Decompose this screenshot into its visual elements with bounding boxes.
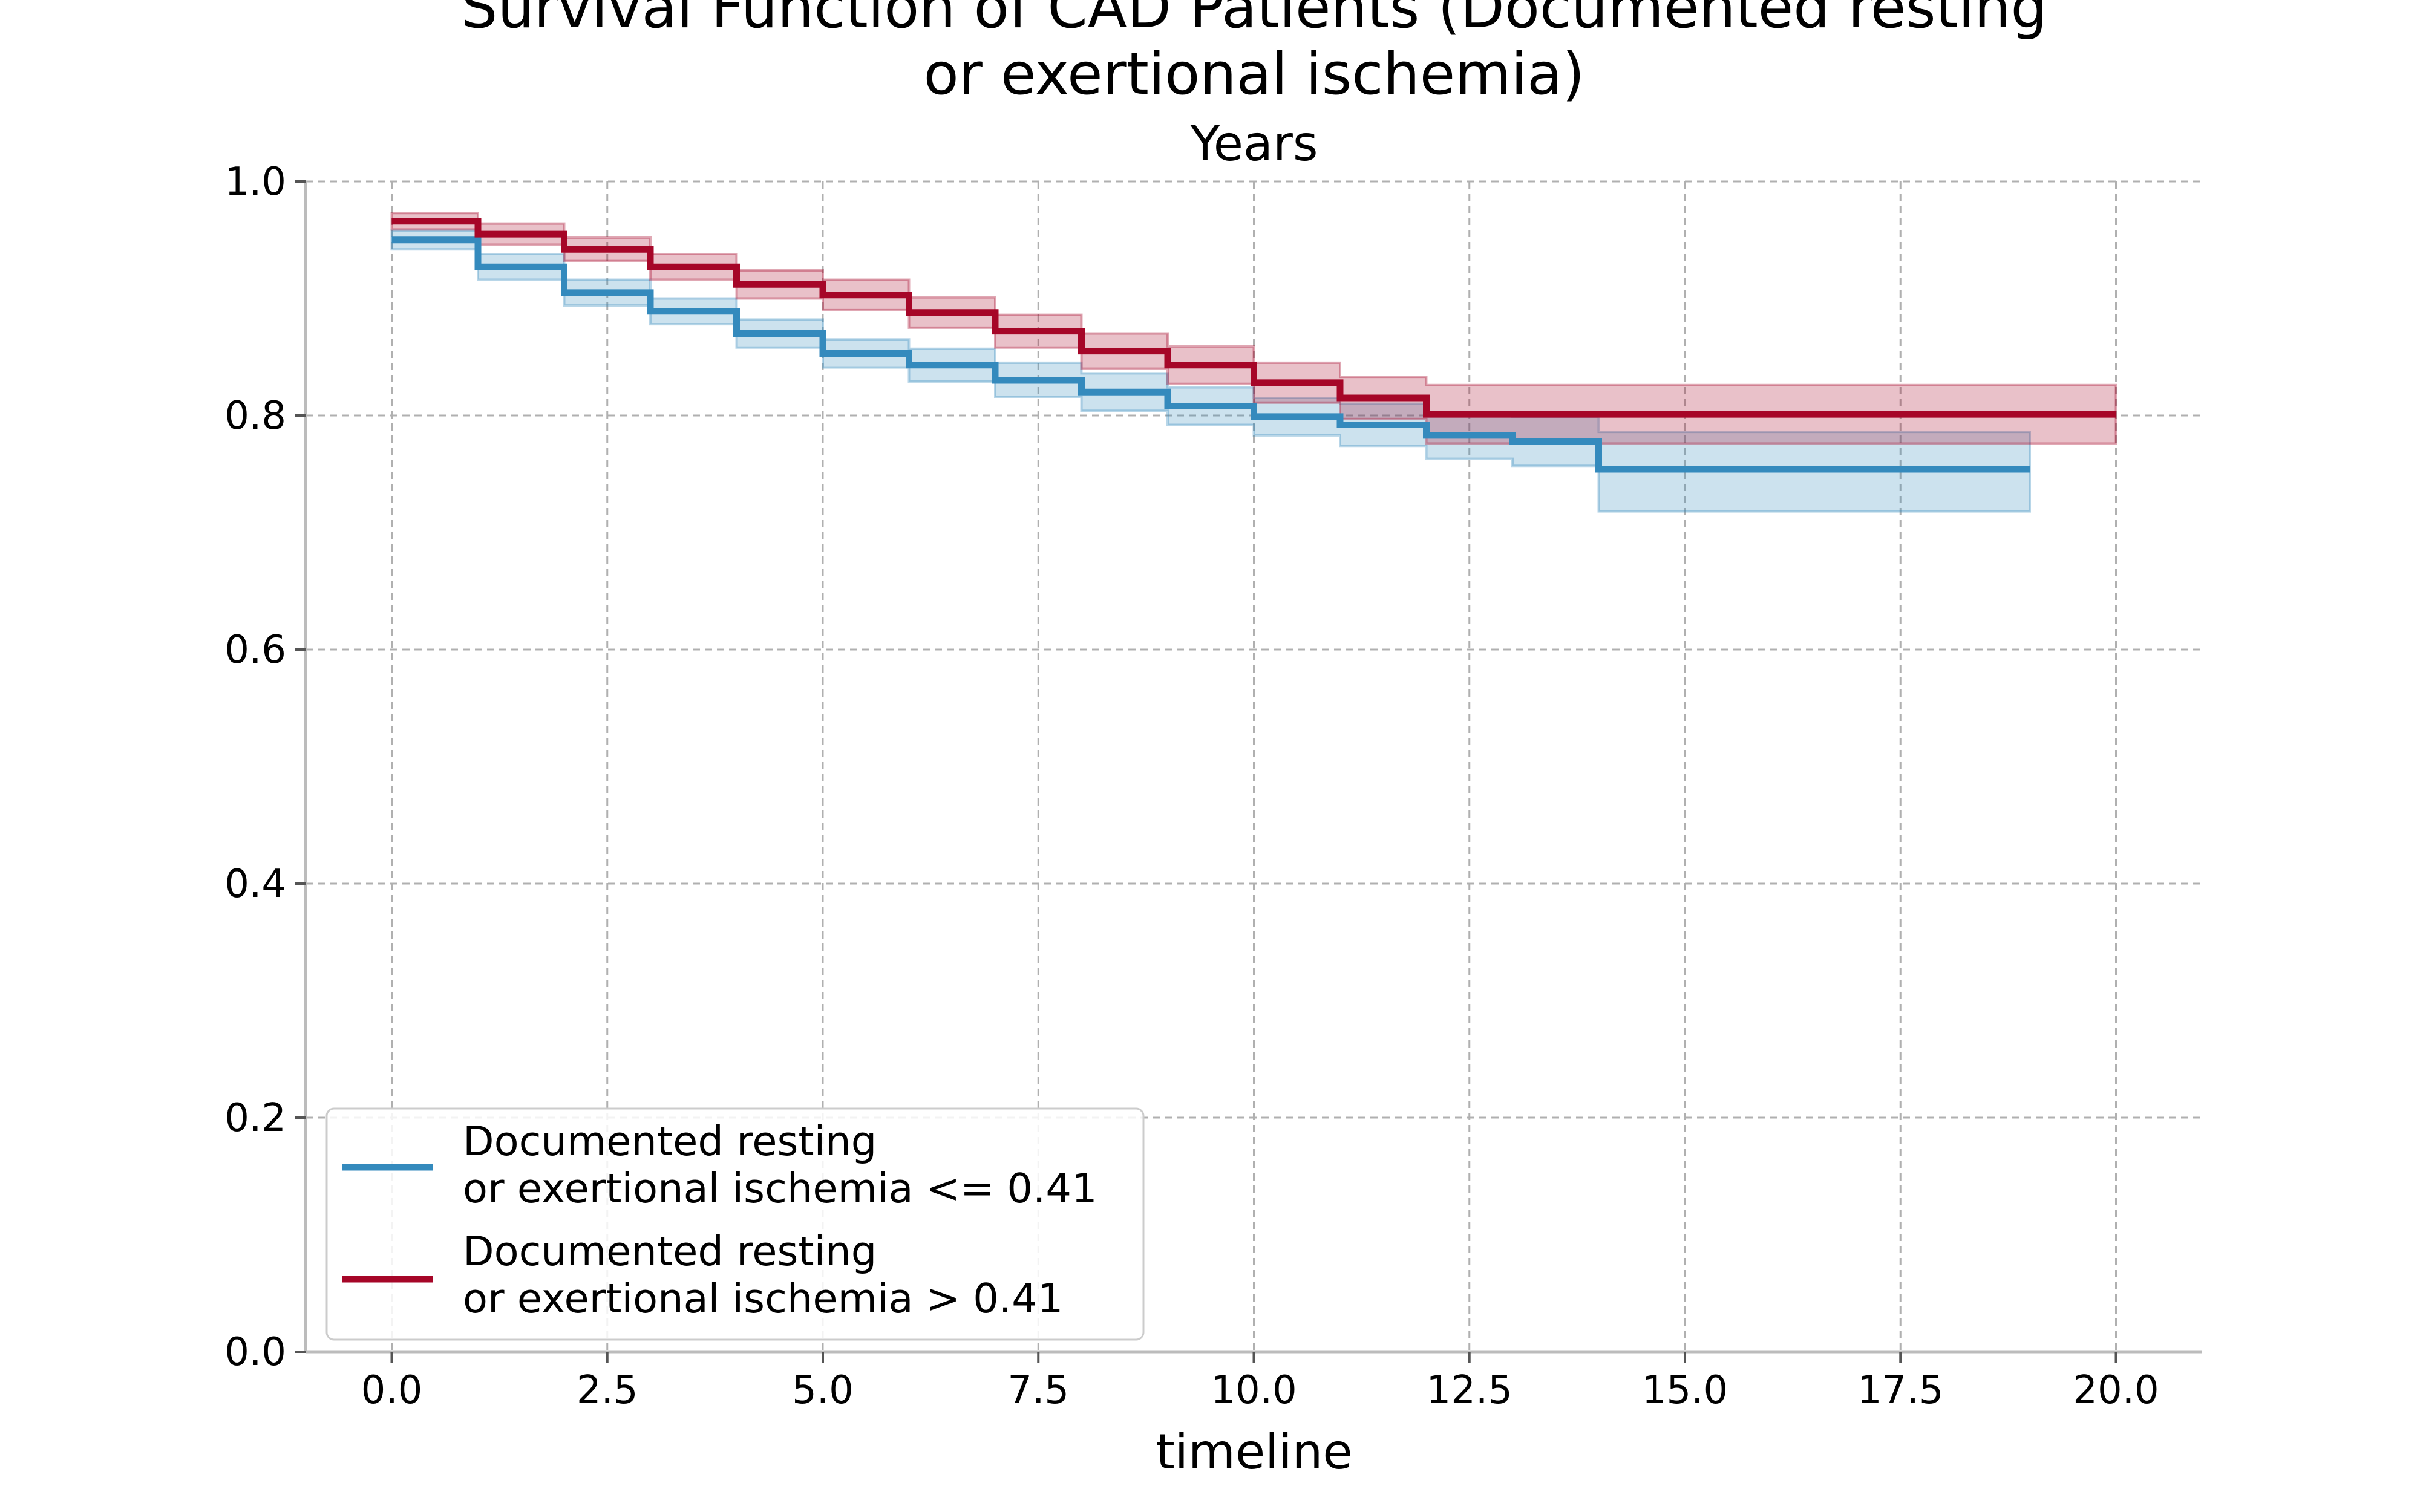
legend: Documented resting or exertional ischemia… — [325, 1107, 1145, 1341]
plot-area — [306, 180, 2202, 1353]
y-tick-label: 1.0 — [224, 160, 286, 204]
legend-label-line: or exertional ischemia <= 0.41 — [463, 1165, 1097, 1212]
survival-line-series-1 — [391, 236, 2030, 473]
x-tick-label: 20.0 — [2073, 1368, 2159, 1413]
x-axis-label: timeline — [1156, 1424, 1352, 1480]
x-tick-label: 7.5 — [1007, 1368, 1069, 1413]
chart-title-line-1: Survival Function of CAD Patients (Docum… — [461, 0, 2047, 41]
x-tick-label: 10.0 — [1211, 1368, 1297, 1413]
x-tick-label: 12.5 — [1427, 1368, 1513, 1413]
x-tick-label: 17.5 — [1857, 1368, 1944, 1413]
legend-frame — [325, 1107, 1145, 1341]
legend-label-series-2: Documented resting or exertional ischemia… — [463, 1228, 1063, 1322]
legend-label-series-1: Documented resting or exertional ischemia… — [463, 1118, 1097, 1212]
x-tick-label: 5.0 — [792, 1368, 854, 1413]
legend-label-line: Documented resting — [463, 1228, 877, 1275]
y-tick-label: 0.2 — [224, 1096, 286, 1141]
x-tick-label: 15.0 — [1642, 1368, 1728, 1413]
y-tick-label: 0.6 — [224, 628, 286, 673]
y-tick-label: 0.0 — [224, 1330, 286, 1375]
legend-label-line: Documented resting — [463, 1118, 877, 1165]
survival-lines — [391, 218, 2116, 473]
x-tick-label: 2.5 — [577, 1368, 638, 1413]
x-tick-label: 0.0 — [361, 1368, 423, 1413]
confidence-band-series-2 — [390, 212, 2118, 445]
chart-title-line-2: or exertional ischemia) — [924, 41, 1585, 108]
y-axis-ticks: 0.0 0.2 0.4 0.6 0.8 1.0 — [224, 160, 306, 1375]
y-tick-label: 0.8 — [224, 394, 286, 438]
legend-label-line: or exertional ischemia > 0.41 — [463, 1275, 1063, 1322]
y-tick-label: 0.4 — [224, 862, 286, 907]
chart-subtitle: Years — [1189, 116, 1318, 172]
survival-line-series-2 — [391, 218, 2116, 418]
x-axis-ticks: 0.0 2.5 5.0 7.5 10.0 12.5 15.0 17.5 20.0 — [361, 1352, 2159, 1413]
